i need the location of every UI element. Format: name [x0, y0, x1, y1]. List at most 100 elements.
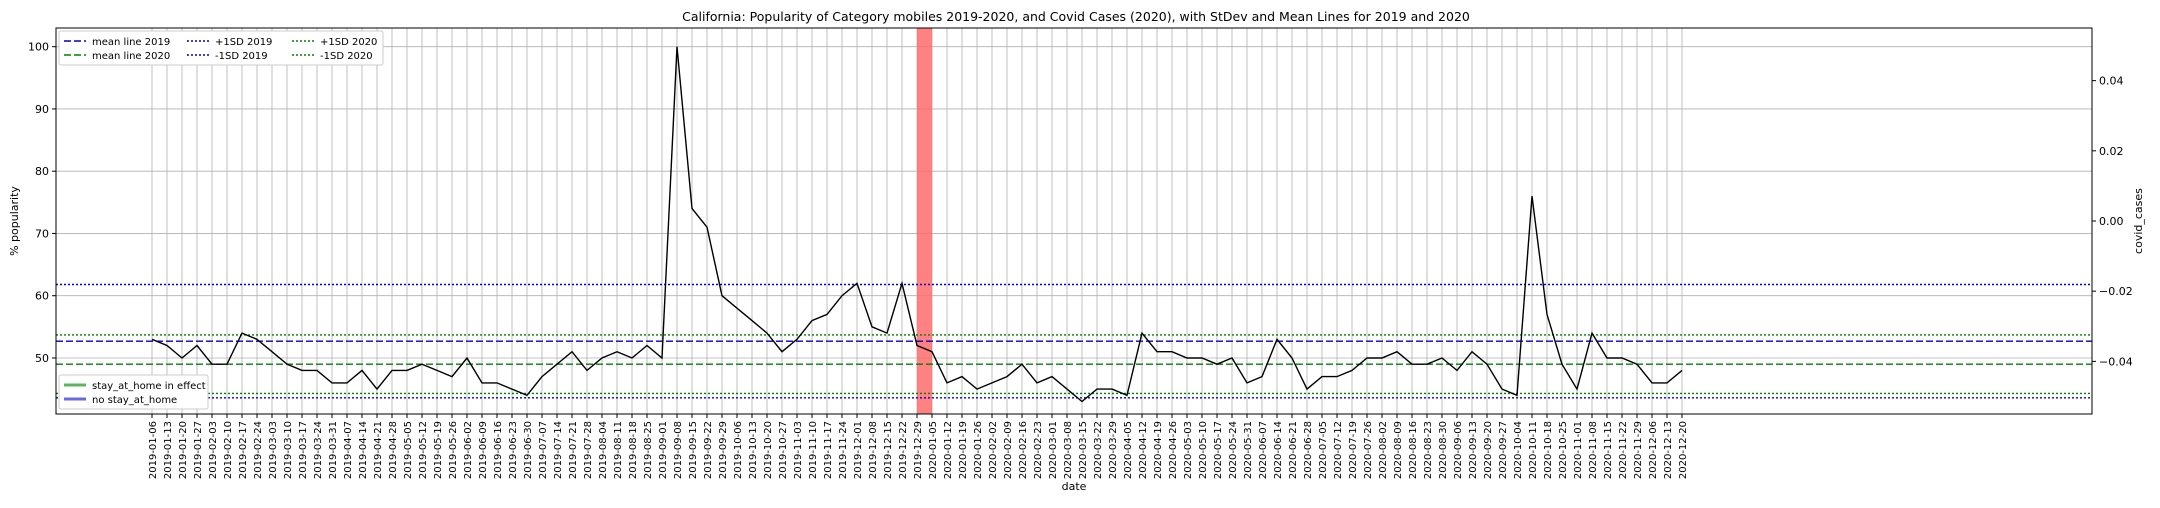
y-axis: 50 60 70 80 90 100 — [28, 41, 56, 365]
x-tick-label: 2020-04-26 — [1168, 421, 1179, 479]
x-tick-label: 2020-11-22 — [1618, 421, 1629, 479]
y-tick-label: 60 — [35, 290, 49, 303]
x-tick-label: 2020-04-12 — [1138, 421, 1149, 479]
x-tick-label: 2019-09-08 — [673, 421, 684, 479]
x-tick-label: 2019-03-03 — [268, 421, 279, 479]
x-tick-label: 2020-04-19 — [1153, 421, 1164, 479]
x-tick-label: 2020-05-03 — [1183, 421, 1194, 479]
x-tick-label: 2019-06-30 — [523, 421, 534, 479]
x-tick-label: 2020-08-30 — [1438, 421, 1449, 479]
x-tick-label: 2020-02-02 — [988, 421, 999, 479]
legend-bottom-frame — [58, 374, 209, 410]
x-tick-label: 2019-04-07 — [343, 421, 354, 479]
plot-frame — [55, 27, 2093, 415]
x-tick-label: 2019-10-13 — [748, 421, 759, 479]
y2-tick-label: 0.04 — [2099, 75, 2124, 88]
grid — [56, 28, 2092, 414]
x-tick-label: 2019-02-10 — [223, 421, 234, 479]
x-tick-label: 2019-12-15 — [883, 421, 894, 479]
x-tick-label: 2019-10-20 — [763, 421, 774, 479]
x-tick-label: 2019-07-14 — [553, 421, 564, 479]
x-tick-label: 2020-01-19 — [958, 421, 969, 479]
x-tick-label: 2020-06-28 — [1303, 421, 1314, 479]
x-tick-label: 2020-07-19 — [1348, 421, 1359, 479]
y-tick-label: 70 — [35, 227, 49, 240]
x-tick-label: 2019-01-20 — [178, 421, 189, 479]
x-tick-label: 2020-10-04 — [1513, 421, 1524, 479]
shaded-band-layer — [917, 28, 932, 414]
x-tick-label: 2019-03-10 — [283, 421, 294, 479]
x-tick-label: 2020-07-05 — [1318, 421, 1329, 479]
x-tick-label: 2020-07-26 — [1363, 421, 1374, 479]
x-tick-label: 2020-10-11 — [1528, 421, 1539, 479]
x-tick-label: 2019-11-10 — [808, 421, 819, 479]
x-tick-label: 2019-06-23 — [508, 421, 519, 479]
x-tick-label: 2019-01-06 — [148, 421, 159, 479]
x-tick-label: 2019-06-02 — [463, 421, 474, 479]
x-tick-label: 2020-05-31 — [1243, 421, 1254, 479]
x-tick-label: 2020-10-18 — [1543, 421, 1554, 479]
legend-label: +1SD 2019 — [215, 37, 272, 48]
x-tick-label: 2019-10-06 — [733, 421, 744, 479]
x-tick-label: 2020-12-20 — [1678, 421, 1689, 479]
x-tick-label: 2020-11-01 — [1573, 421, 1584, 479]
covid-shaded-band — [917, 28, 932, 414]
legend-top: mean line 2019 mean line 2020 +1SD 2019 -1S… — [58, 30, 384, 66]
x-tick-label: 2019-02-17 — [238, 421, 249, 479]
legend-label: -1SD 2020 — [320, 51, 373, 62]
y2-tick-label: −0.02 — [2099, 285, 2133, 298]
x-tick-label: 2020-08-02 — [1378, 421, 1389, 479]
x-tick-label: 2020-11-15 — [1603, 421, 1614, 479]
legend-top-frame — [58, 30, 384, 66]
x-tick-label: 2020-03-08 — [1063, 421, 1074, 479]
popularity-line — [151, 46, 1683, 403]
legend-label: -1SD 2019 — [215, 51, 268, 62]
x-tick-label: 2020-01-26 — [973, 421, 984, 479]
x-tick-label: 2020-08-23 — [1423, 421, 1434, 479]
x-tick-label: 2020-09-20 — [1483, 421, 1494, 479]
x-tick-label: 2020-08-16 — [1408, 421, 1419, 479]
x-tick-label: 2020-11-08 — [1588, 421, 1599, 479]
x-tick-label: 2020-05-10 — [1198, 421, 1209, 479]
y2-tick-label: 0.02 — [2099, 145, 2124, 158]
x-tick-label: 2019-03-24 — [313, 421, 324, 479]
x-tick-label: 2019-09-29 — [718, 421, 729, 479]
x-tick-label: 2019-04-14 — [358, 421, 369, 479]
x-tick-label: 2020-09-27 — [1498, 421, 1509, 479]
y-tick-label: 90 — [35, 103, 49, 116]
y2-tick-label: −0.04 — [2099, 355, 2133, 368]
x-tick-label: 2019-12-08 — [868, 421, 879, 479]
x-tick-label: 2019-09-15 — [688, 421, 699, 479]
y-axis-label: % popularity — [8, 186, 21, 256]
x-tick-label: 2020-02-23 — [1033, 421, 1044, 479]
x-tick-label: 2019-03-31 — [328, 421, 339, 479]
legend-label: mean line 2020 — [92, 51, 170, 62]
x-tick-label: 2019-08-18 — [628, 421, 639, 479]
x-tick-label: 2020-03-29 — [1108, 421, 1119, 479]
y-tick-label: 80 — [35, 165, 49, 178]
legend-label: +1SD 2020 — [320, 37, 377, 48]
x-tick-label: 2020-02-16 — [1018, 421, 1029, 479]
y-tick-label: 100 — [28, 41, 49, 54]
x-tick-label: 2019-05-05 — [403, 421, 414, 479]
x-tick-label: 2020-05-17 — [1213, 421, 1224, 479]
x-axis-label: date — [1062, 480, 1087, 493]
x-tick-label: 2019-06-09 — [478, 421, 489, 479]
x-tick-label: 2020-12-06 — [1648, 421, 1659, 479]
x-tick-label: 2019-05-26 — [448, 421, 459, 479]
x-tick-label: 2019-10-27 — [778, 421, 789, 479]
x-tick-label: 2020-11-29 — [1633, 421, 1644, 479]
x-tick-label: 2019-07-28 — [583, 421, 594, 479]
x-tick-label: 2019-11-17 — [823, 421, 834, 479]
legend-label: no stay_at_home — [92, 395, 177, 406]
x-tick-label: 2020-01-12 — [943, 421, 954, 479]
x-tick-label: 2020-09-13 — [1468, 421, 1479, 479]
x-tick-label: 2019-05-12 — [418, 421, 429, 479]
x-tick-label: 2019-12-01 — [853, 421, 864, 479]
x-tick-label: 2019-09-01 — [658, 421, 669, 479]
x-tick-label: 2019-09-22 — [703, 421, 714, 479]
x-tick-label: 2019-01-13 — [163, 421, 174, 479]
x-tick-label: 2019-08-25 — [643, 421, 654, 479]
